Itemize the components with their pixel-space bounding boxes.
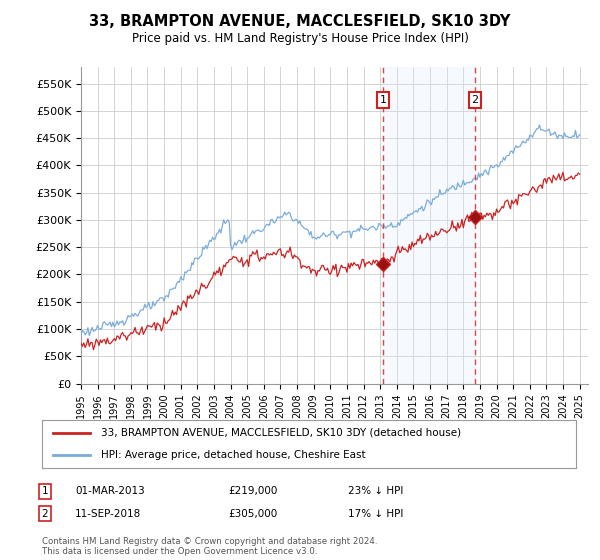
Text: Contains HM Land Registry data © Crown copyright and database right 2024.: Contains HM Land Registry data © Crown c… <box>42 537 377 546</box>
Text: HPI: Average price, detached house, Cheshire East: HPI: Average price, detached house, Ches… <box>101 450 365 460</box>
Text: 23% ↓ HPI: 23% ↓ HPI <box>348 486 403 496</box>
Text: 11-SEP-2018: 11-SEP-2018 <box>75 508 141 519</box>
Text: This data is licensed under the Open Government Licence v3.0.: This data is licensed under the Open Gov… <box>42 547 317 556</box>
Text: Price paid vs. HM Land Registry's House Price Index (HPI): Price paid vs. HM Land Registry's House … <box>131 32 469 45</box>
Text: 1: 1 <box>41 486 49 496</box>
Text: 17% ↓ HPI: 17% ↓ HPI <box>348 508 403 519</box>
Text: 33, BRAMPTON AVENUE, MACCLESFIELD, SK10 3DY: 33, BRAMPTON AVENUE, MACCLESFIELD, SK10 … <box>89 14 511 29</box>
Bar <box>383 67 475 384</box>
Text: 2: 2 <box>41 508 49 519</box>
Text: £219,000: £219,000 <box>228 486 277 496</box>
Text: 1: 1 <box>380 95 386 105</box>
Bar <box>475 67 588 384</box>
Text: 2: 2 <box>472 95 479 105</box>
Text: 33, BRAMPTON AVENUE, MACCLESFIELD, SK10 3DY (detached house): 33, BRAMPTON AVENUE, MACCLESFIELD, SK10 … <box>101 428 461 438</box>
Text: £305,000: £305,000 <box>228 508 277 519</box>
Text: 01-MAR-2013: 01-MAR-2013 <box>75 486 145 496</box>
